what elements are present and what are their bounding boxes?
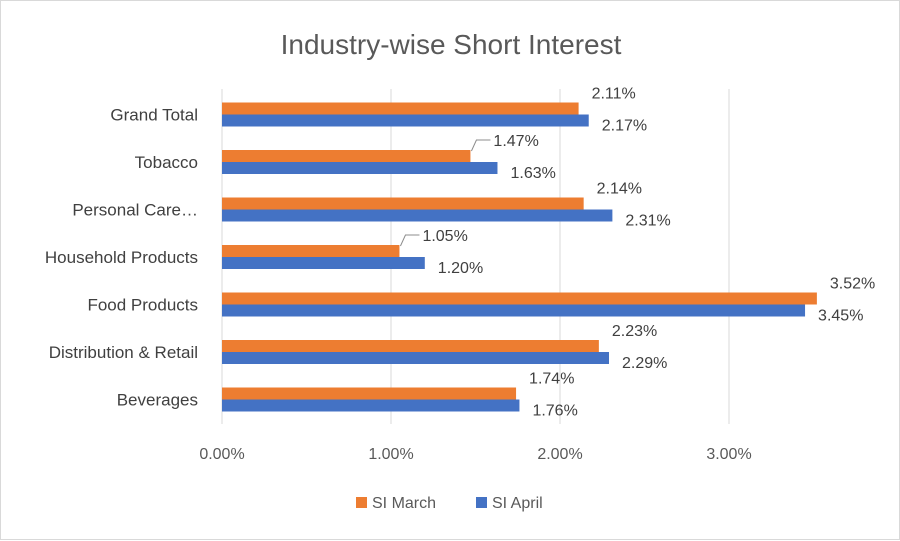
si-march-bar <box>222 340 599 352</box>
si-april-legend-label: SI April <box>492 495 543 512</box>
si-april-legend-swatch <box>476 497 487 508</box>
si-march-bar <box>222 292 817 305</box>
si-april-bar <box>222 209 613 222</box>
category-label: Food Products <box>87 296 198 315</box>
category-label: Personal Care… <box>72 201 198 220</box>
si-march-data-label: 1.05% <box>422 228 467 245</box>
category-labels: Grand Total Tobacco Personal Care… Househol… <box>45 106 198 410</box>
si-march-bar <box>222 197 584 210</box>
si-march-data-label: 2.11% <box>592 86 636 103</box>
bars <box>222 102 817 412</box>
si-april-data-label: 2.31% <box>625 213 670 230</box>
si-march-bar <box>222 102 579 115</box>
category-label: Grand Total <box>110 106 198 125</box>
legend: SI March SI April <box>356 495 543 512</box>
si-march-data-label: 2.14% <box>597 181 642 198</box>
si-april-data-label: 3.45% <box>818 308 863 325</box>
data-labels: 2.11% 1.47% 2.14% 1.05% 3.52% 2.23% 1.74% 2.17%… <box>399 86 875 420</box>
si-april-data-label: 1.76% <box>532 403 577 420</box>
si-march-legend-swatch <box>356 497 367 508</box>
si-march-legend-label: SI March <box>372 495 436 512</box>
x-tick-label: 3.00% <box>706 446 751 463</box>
category-label: Beverages <box>117 391 198 410</box>
si-march-bar <box>222 387 517 400</box>
si-april-bar <box>222 399 520 412</box>
leader-line <box>470 139 491 152</box>
si-april-bar <box>222 257 425 269</box>
si-april-bar <box>222 304 806 317</box>
si-april-data-label: 1.63% <box>510 165 555 182</box>
si-march-bar <box>222 245 400 257</box>
leader-line <box>399 234 420 247</box>
category-label: Tobacco <box>135 153 198 172</box>
si-april-data-label: 2.29% <box>622 355 667 372</box>
x-tick-label: 2.00% <box>537 446 582 463</box>
si-march-data-label: 1.47% <box>493 133 538 150</box>
si-april-bar <box>222 114 589 127</box>
si-april-data-label: 2.17% <box>602 118 647 135</box>
si-march-data-label: 1.74% <box>529 371 574 388</box>
si-march-data-label: 2.23% <box>612 323 657 340</box>
si-april-bar <box>222 352 610 364</box>
x-tick-label: 0.00% <box>199 446 244 463</box>
chart-title: Industry-wise Short Interest <box>281 29 622 60</box>
si-april-bar <box>222 162 498 174</box>
si-april-data-label: 1.20% <box>438 260 483 277</box>
category-label: Distribution & Retail <box>49 343 198 362</box>
si-march-data-label: 3.52% <box>830 276 875 293</box>
x-tick-label: 1.00% <box>368 446 413 463</box>
si-march-bar <box>222 150 471 162</box>
category-label: Household Products <box>45 248 198 267</box>
x-axis-ticks: 0.00% 1.00% 2.00% 3.00% <box>199 446 751 463</box>
